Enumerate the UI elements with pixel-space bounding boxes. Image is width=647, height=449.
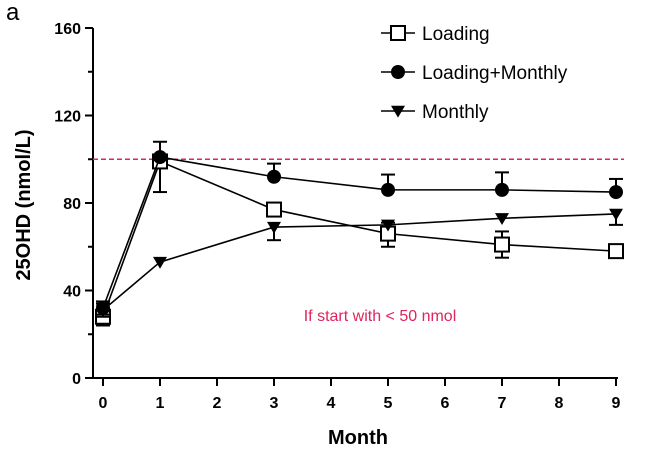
x-tick-label: 9: [612, 395, 621, 412]
data-point-triangle: [381, 219, 395, 232]
data-point-triangle: [495, 213, 509, 225]
y-tick-label: 40: [63, 284, 81, 301]
data-point-circle: [381, 182, 395, 197]
data-point-triangle: [609, 208, 623, 221]
y-tick-label: 0: [72, 371, 81, 388]
data-point-circle: [267, 169, 281, 184]
series-monthly: [96, 208, 623, 318]
x-tick-label: 1: [156, 395, 165, 412]
data-point-triangle: [391, 105, 405, 118]
annotation-text: If start with < 50 nmol: [304, 308, 457, 325]
x-tick-label: 6: [441, 395, 450, 412]
plot-area: 0 40 80 120 160 0 1 2 3 4 5 6 7 8 9 If start with < 50 …: [54, 21, 624, 412]
legend: Loading Loading+Monthly Monthly: [381, 24, 568, 123]
data-point-square: [266, 201, 282, 218]
x-axis-title: Month: [328, 427, 388, 449]
series-line: [102, 213, 617, 311]
data-point-circle: [609, 185, 623, 200]
data-point-triangle: [153, 256, 167, 269]
legend-label: Loading+Monthly: [422, 63, 568, 84]
series-line: [102, 156, 617, 309]
legend-item: Loading: [381, 24, 490, 45]
series-loading: [95, 153, 624, 327]
data-point-circle: [495, 182, 509, 197]
x-tick-label: 3: [270, 395, 279, 412]
series-line: [102, 160, 617, 318]
y-axis-title: 25OHD (nmol/L): [13, 129, 35, 280]
y-tick-label: 120: [54, 109, 81, 126]
legend-item: Loading+Monthly: [381, 63, 568, 84]
y-tick-label: 80: [63, 196, 81, 213]
x-tick-label: 0: [99, 395, 108, 412]
x-tick-label: 7: [498, 395, 507, 412]
legend-label: Monthly: [422, 102, 489, 123]
x-tick-label: 8: [555, 395, 564, 412]
panel-label: a: [6, 0, 20, 26]
legend-label: Loading: [422, 24, 490, 45]
data-point-circle: [153, 150, 167, 165]
x-tick-label: 4: [327, 395, 336, 412]
y-tick-label: 160: [54, 21, 81, 38]
x-tick-label: 2: [213, 395, 222, 412]
x-tick-label: 5: [384, 395, 393, 412]
data-point-square: [494, 236, 510, 253]
data-point-circle: [391, 65, 405, 79]
data-point-triangle: [267, 221, 281, 234]
data-point-square: [390, 25, 406, 41]
data-point-square: [608, 243, 624, 260]
data-point-triangle: [96, 304, 110, 317]
legend-item: Monthly: [381, 102, 489, 123]
